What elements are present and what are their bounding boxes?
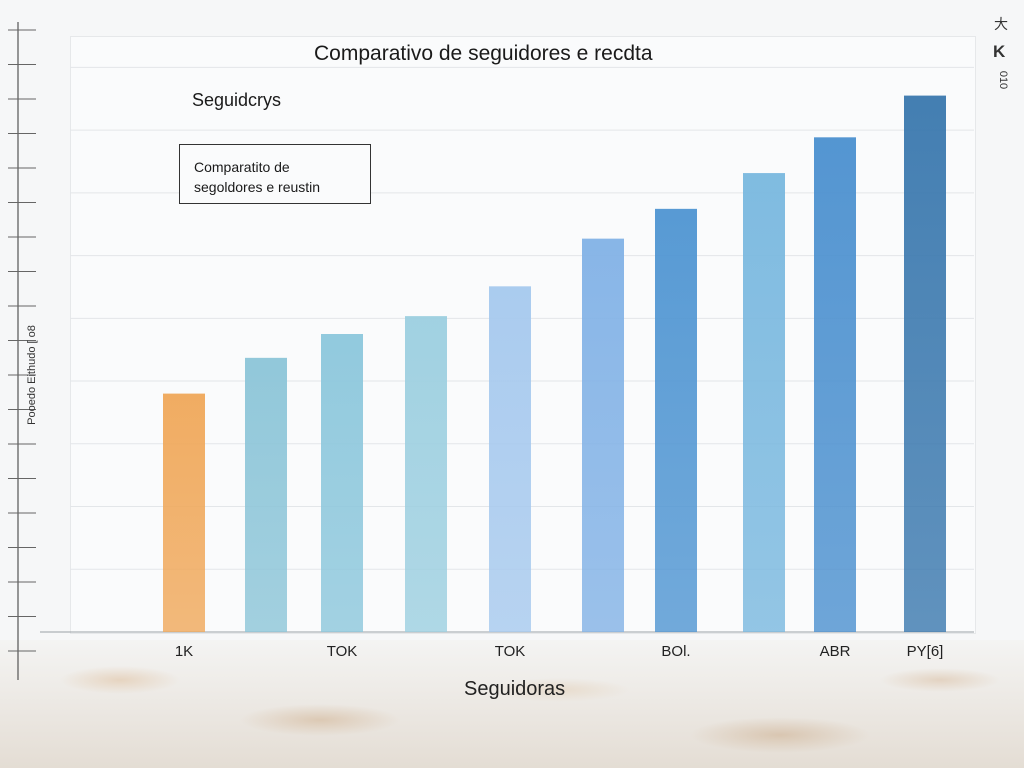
bar bbox=[489, 286, 531, 632]
series-label: Seguidcrys bbox=[192, 90, 281, 111]
bar bbox=[321, 334, 363, 632]
bar bbox=[163, 394, 205, 632]
corner-glyph: 大 bbox=[994, 14, 1008, 34]
legend-line-1: Comparatito de bbox=[194, 159, 290, 175]
corner-side-text: 010 bbox=[997, 71, 1009, 89]
y-axis-label: Pooedo Eithudo [ o8 bbox=[26, 325, 38, 425]
x-tick-label: BOl. bbox=[661, 643, 690, 660]
x-tick-labels: 1K TOK TOK BOl. ABR PY[6] bbox=[175, 643, 944, 660]
bar bbox=[743, 173, 785, 632]
corner-k-mark: K bbox=[993, 42, 1005, 62]
x-axis-label: Seguidoras bbox=[464, 678, 565, 701]
bar bbox=[904, 96, 946, 632]
x-tick-label: 1K bbox=[175, 643, 193, 660]
bar bbox=[655, 209, 697, 632]
bar bbox=[814, 137, 856, 632]
chart-title: Comparativo de seguidores e recdta bbox=[314, 42, 653, 66]
bar bbox=[582, 239, 624, 632]
legend-box: Comparatito de segoldores e reustin bbox=[179, 144, 371, 204]
x-tick-label: TOK bbox=[495, 643, 526, 660]
x-tick-label: ABR bbox=[820, 643, 851, 660]
x-tick-label: PY[6] bbox=[907, 643, 944, 660]
bar bbox=[405, 316, 447, 632]
legend-line-2: segoldores e reustin bbox=[194, 179, 320, 195]
x-tick-label: TOK bbox=[327, 643, 358, 660]
bar bbox=[245, 358, 287, 632]
